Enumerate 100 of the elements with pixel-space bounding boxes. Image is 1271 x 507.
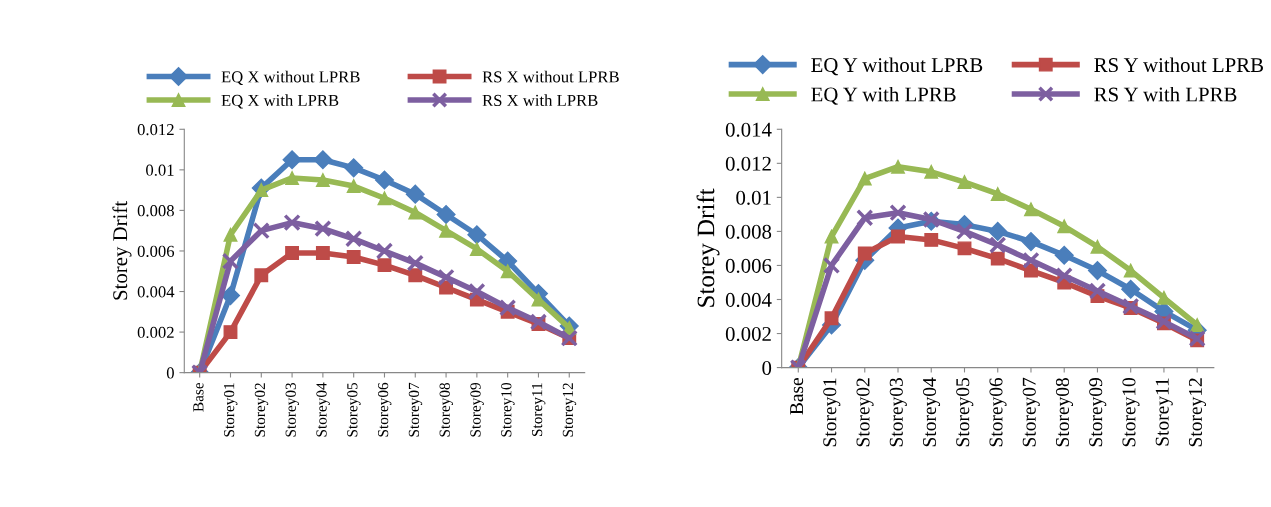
y-axis-title: Storey Drift xyxy=(696,188,720,307)
point xyxy=(313,150,333,170)
x-tick-label: Storey07 xyxy=(1022,377,1040,447)
point xyxy=(223,325,238,340)
y-tick-label: 0.004 xyxy=(725,292,772,308)
x-tick-label: Storey01 xyxy=(823,378,841,447)
point xyxy=(469,241,484,256)
point xyxy=(1090,239,1105,254)
legend-label: RS X without LPRB xyxy=(482,70,619,83)
x-tick-label: Storey09 xyxy=(1089,378,1107,447)
point xyxy=(1122,297,1140,315)
point xyxy=(1024,202,1038,217)
point xyxy=(314,219,332,238)
x-tick-label: Storey10 xyxy=(1122,378,1140,447)
point xyxy=(377,191,392,206)
point xyxy=(498,299,517,317)
legend-label: RS Y without LPRB xyxy=(1094,57,1264,73)
legend-label: RS X with LPRB xyxy=(482,94,598,107)
x-tick-label: Storey01 xyxy=(223,383,238,437)
point xyxy=(374,170,395,190)
point xyxy=(1087,261,1107,281)
x-tick-label: Storey02 xyxy=(254,383,269,437)
y-tick-label: 0.01 xyxy=(146,164,174,176)
point xyxy=(857,171,872,186)
y-tick-label: 0.008 xyxy=(725,224,772,239)
y-tick-label: 0.008 xyxy=(137,205,174,217)
y-axis-title: Storey Drift xyxy=(112,201,132,300)
x-tick-label: Storey05 xyxy=(347,382,361,437)
point xyxy=(315,173,330,187)
point xyxy=(957,241,972,256)
point xyxy=(345,230,363,248)
x-tick-label: Storey03 xyxy=(889,378,907,447)
x-tick-label: Storey07 xyxy=(408,382,423,437)
point xyxy=(1057,219,1072,234)
point xyxy=(857,246,872,261)
x-tick-label: Storey02 xyxy=(856,378,874,447)
point xyxy=(988,221,1008,241)
x-tick-label: Storey11 xyxy=(1155,378,1173,446)
point xyxy=(346,179,361,194)
point xyxy=(437,268,455,287)
x-tick-label: Storey06 xyxy=(989,377,1007,447)
point xyxy=(220,286,241,306)
x-tick-label: Storey04 xyxy=(316,382,330,437)
x-tick-label: Storey12 xyxy=(1188,378,1206,447)
x-tick-label: Base xyxy=(193,382,204,412)
x-tick-label: Storey06 xyxy=(377,382,392,437)
point xyxy=(529,313,548,331)
point xyxy=(377,258,392,273)
point xyxy=(824,311,839,326)
y-tick-label: 0.002 xyxy=(137,326,174,339)
point xyxy=(856,209,874,227)
point xyxy=(924,232,939,247)
x-tick-label: Storey12 xyxy=(562,383,577,437)
x-tick-label: Storey03 xyxy=(285,382,300,437)
point xyxy=(824,229,839,244)
legend-label: EQ Y without LPRB xyxy=(811,57,983,76)
point xyxy=(344,158,364,178)
point xyxy=(375,242,394,260)
point xyxy=(282,150,302,170)
point xyxy=(408,268,423,283)
y-tick-label: 0.012 xyxy=(725,156,771,171)
legend-label: EQ Y with LPRB xyxy=(811,86,956,105)
point xyxy=(891,229,905,244)
x-tick-label: Storey08 xyxy=(439,382,453,437)
point xyxy=(1021,232,1041,252)
point xyxy=(924,164,939,179)
point xyxy=(285,171,300,185)
y-tick-label: 0.012 xyxy=(137,123,174,136)
y-tick-label: 0.004 xyxy=(137,286,175,298)
y-tick-label: 0.01 xyxy=(736,190,771,205)
point xyxy=(405,184,425,204)
point xyxy=(1155,312,1173,331)
point xyxy=(406,254,424,272)
x-tick-label: Storey04 xyxy=(922,377,941,447)
x-tick-label: Storey05 xyxy=(956,378,974,447)
point xyxy=(990,251,1005,266)
point xyxy=(1022,251,1040,270)
point xyxy=(408,205,423,220)
y-tick-label: 0 xyxy=(762,360,772,376)
point xyxy=(285,246,300,260)
point xyxy=(315,246,330,260)
point xyxy=(436,204,456,224)
point xyxy=(221,252,240,270)
x-tick-label: Storey10 xyxy=(501,382,515,437)
point xyxy=(990,187,1005,201)
point xyxy=(1054,245,1074,265)
point xyxy=(989,236,1007,254)
y-tick-label: 0.014 xyxy=(725,122,772,137)
point xyxy=(283,213,301,232)
point xyxy=(468,282,486,301)
point xyxy=(1188,329,1206,348)
legend-label: EQ X without LPRB xyxy=(221,70,360,86)
y-tick-label: 0.006 xyxy=(137,245,175,257)
point xyxy=(889,204,907,222)
point xyxy=(1121,279,1141,299)
point xyxy=(1190,318,1205,332)
point xyxy=(252,222,270,240)
point xyxy=(467,225,487,245)
point xyxy=(223,227,238,242)
x-tick-label: Base xyxy=(790,377,804,415)
